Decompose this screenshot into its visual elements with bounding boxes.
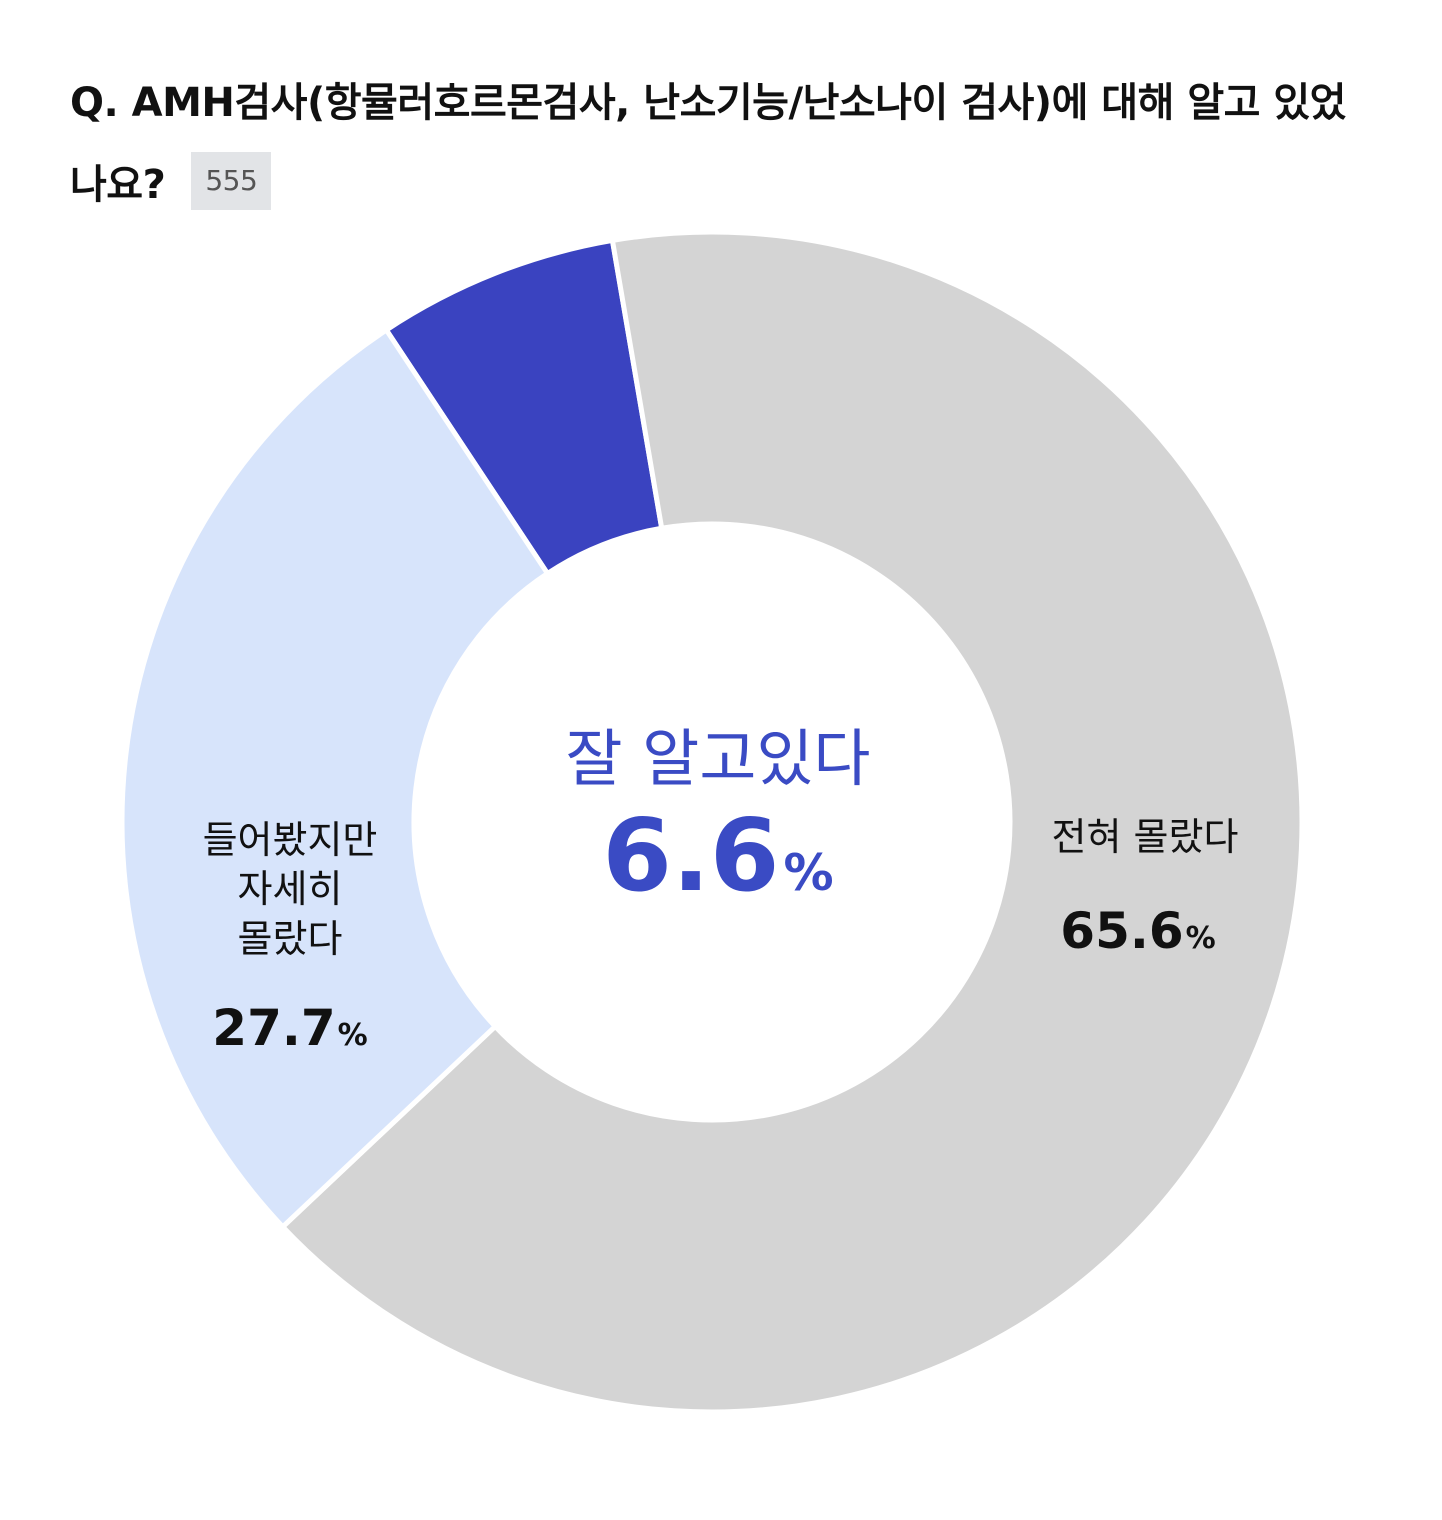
center-category-label: 잘 알고있다	[566, 722, 871, 795]
donut-slices	[119, 229, 1305, 1415]
not-known-value: 65.6	[1060, 902, 1183, 960]
respondent-count-badge: 555	[191, 152, 272, 210]
heard-value: 27.7	[212, 999, 335, 1057]
center-value: 6.6	[602, 797, 779, 914]
heard-value-label: 27.7%	[212, 999, 367, 1057]
heard-unit: %	[338, 1018, 368, 1053]
not-known-label: 전혀 몰랐다	[1052, 815, 1239, 859]
question-title: Q. AMH검사(항뮬러호르몬검사, 난소기능/난소나이 검사)에 대해 알고 …	[70, 62, 1370, 226]
not-known-value-label: 65.6%	[1060, 902, 1215, 960]
slice-heard-not-detail	[119, 326, 551, 1231]
slice-not-known	[279, 229, 1305, 1415]
not-known-unit: %	[1186, 921, 1216, 956]
question-text: Q. AMH검사(항뮬러호르몬검사, 난소기능/난소나이 검사)에 대해 알고 …	[70, 80, 1346, 208]
center-value-label: 6.6%	[602, 797, 833, 914]
heard-label-line-2: 자세히	[238, 867, 343, 911]
heard-label-line-1: 들어봤지만	[203, 818, 378, 862]
heard-label-line-3: 몰랐다	[238, 917, 343, 961]
center-unit: %	[784, 844, 834, 902]
